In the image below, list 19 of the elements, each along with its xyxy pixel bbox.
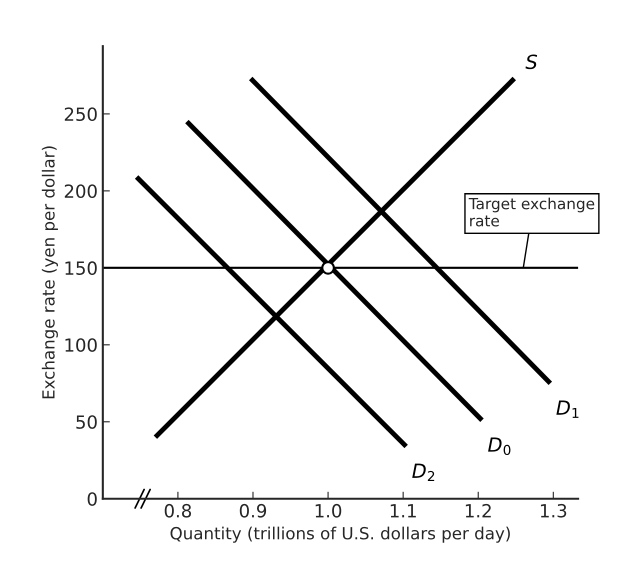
x-tick-label: 1.3 (540, 504, 566, 518)
y-tick-label: 50 (76, 415, 97, 429)
x-tick-label: 0.8 (164, 504, 192, 518)
x-axis-title: Quantity (trillions of U.S. dollars per day) (170, 526, 510, 543)
y-axis-title: Exchange rate (yen per dollar) (42, 146, 58, 398)
series-label: D$_{2}$ (412, 464, 434, 482)
y-tick-label: 200 (64, 184, 97, 198)
annotation: Target exchange rate (468, 198, 594, 227)
x-tick-label: 1.0 (316, 504, 342, 518)
x-tick-label: 0.9 (240, 504, 266, 518)
y-tick-label: 100 (65, 338, 97, 352)
series-label: D$_{1}$ (556, 400, 578, 418)
y-tick-label: 150 (65, 261, 97, 275)
y-tick-label: 250 (64, 107, 97, 122)
y-tick-label: 0 (88, 492, 97, 506)
x-tick-label: 1.2 (466, 504, 491, 518)
series-label: S (526, 54, 538, 70)
x-tick-label: 1.1 (390, 504, 416, 518)
series-label: D$_{0}$ (488, 437, 510, 456)
